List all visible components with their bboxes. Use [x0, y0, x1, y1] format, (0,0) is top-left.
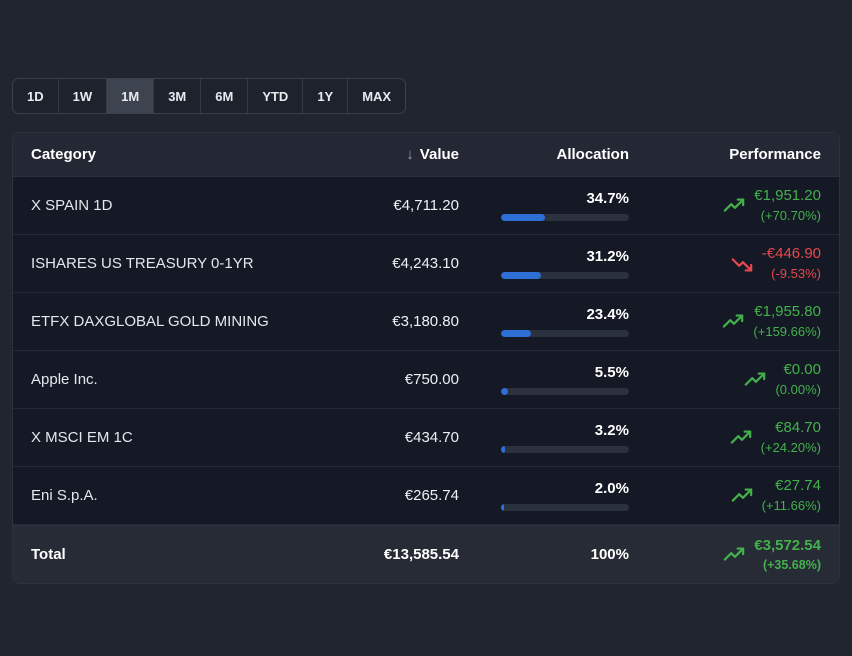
holdings-table: Category ↓ Value Allocation Performance X… [12, 132, 840, 584]
performance-amount: €84.70 [775, 419, 821, 437]
performance-cell: €27.74 (+11.66%) [629, 475, 821, 516]
allocation-cell: 34.7% [459, 190, 629, 221]
header-value[interactable]: ↓ Value [406, 146, 459, 163]
allocation-cell: 5.5% [459, 364, 629, 395]
allocation-cell: 31.2% [459, 248, 629, 279]
total-performance-amount: €3,572.54 [754, 536, 821, 554]
trending-up-icon [723, 313, 744, 328]
trending-up-icon [745, 371, 766, 386]
performance-cell: €1,955.80 (+159.66%) [629, 301, 821, 342]
table-row[interactable]: ETFX DAXGLOBAL GOLD MINING €3,180.80 23.… [13, 293, 839, 351]
tab-max[interactable]: MAX [348, 79, 405, 113]
tab-6m[interactable]: 6M [201, 79, 249, 113]
portfolio-page: 1D 1W 1M 3M 6M YTD 1Y MAX Category ↓ Valu… [12, 78, 840, 584]
total-label: Total [31, 546, 66, 563]
performance-percent: (+159.66%) [753, 323, 821, 339]
allocation-cell: 3.2% [459, 422, 629, 453]
tab-3m[interactable]: 3M [154, 79, 202, 113]
value-cell: €750.00 [404, 371, 459, 388]
performance-cell: €0.00 (0.00%) [629, 359, 821, 400]
table-row[interactable]: Apple Inc. €750.00 5.5% €0.00 (0.00%) [13, 351, 839, 409]
category-label: X MSCI EM 1C [31, 429, 133, 446]
tab-ytd[interactable]: YTD [248, 79, 304, 113]
allocation-bar-fill [501, 446, 506, 453]
category-label: ETFX DAXGLOBAL GOLD MINING [31, 313, 269, 330]
header-performance: Performance [729, 146, 821, 163]
trending-up-icon [730, 429, 751, 444]
table-row[interactable]: ISHARES US TREASURY 0-1YR €4,243.10 31.2… [13, 235, 839, 293]
table-total-row: Total €13,585.54 100% €3,572.54 (+35.68%) [13, 525, 839, 583]
tab-1d[interactable]: 1D [13, 79, 59, 113]
allocation-bar [501, 388, 629, 395]
total-performance-percent: (+35.68%) [762, 558, 821, 573]
header-category: Category [31, 146, 97, 163]
total-performance-cell: €3,572.54 (+35.68%) [629, 535, 821, 575]
table-row[interactable]: X MSCI EM 1C €434.70 3.2% €84.70 (+24.20%… [13, 409, 839, 467]
tab-1w[interactable]: 1W [59, 79, 108, 113]
performance-percent: (0.00%) [775, 381, 821, 397]
performance-amount: -€446.90 [761, 245, 821, 263]
allocation-bar [501, 446, 629, 453]
allocation-bar [501, 214, 629, 221]
performance-percent: (+70.70%) [760, 207, 821, 223]
allocation-percent: 5.5% [594, 364, 629, 381]
performance-percent: (-9.53%) [771, 265, 821, 281]
value-cell: €4,243.10 [392, 255, 459, 272]
sort-descending-icon: ↓ [406, 146, 414, 163]
allocation-cell: 2.0% [459, 480, 629, 511]
table-row[interactable]: X SPAIN 1D €4,711.20 34.7% €1,951.20 (+70… [13, 177, 839, 235]
category-label: X SPAIN 1D [31, 197, 113, 214]
allocation-bar-fill [501, 272, 541, 279]
allocation-bar [501, 272, 629, 279]
performance-percent: (+24.20%) [760, 439, 821, 455]
performance-amount: €27.74 [775, 477, 821, 495]
tab-1m[interactable]: 1M [107, 79, 155, 113]
tab-1y[interactable]: 1Y [303, 79, 349, 113]
table-header-row: Category ↓ Value Allocation Performance [13, 133, 839, 177]
total-value: €13,585.54 [383, 546, 459, 563]
category-label: Apple Inc. [31, 371, 98, 388]
category-label: ISHARES US TREASURY 0-1YR [31, 255, 254, 272]
value-cell: €4,711.20 [393, 197, 459, 214]
value-cell: €265.74 [404, 487, 459, 504]
performance-cell: €1,951.20 (+70.70%) [629, 185, 821, 226]
table-row[interactable]: Eni S.p.A. €265.74 2.0% €27.74 (+11.66%) [13, 467, 839, 525]
allocation-percent: 31.2% [586, 248, 629, 265]
performance-amount: €1,951.20 [754, 187, 821, 205]
allocation-bar-fill [501, 330, 531, 337]
trending-up-icon [723, 546, 745, 561]
header-allocation: Allocation [556, 146, 629, 163]
value-cell: €434.70 [404, 429, 459, 446]
allocation-bar-fill [501, 214, 546, 221]
allocation-percent: 3.2% [594, 422, 629, 439]
category-label: Eni S.p.A. [31, 487, 98, 504]
trending-down-icon [731, 257, 753, 272]
allocation-cell: 23.4% [459, 306, 629, 337]
allocation-bar [501, 504, 629, 511]
trending-up-icon [731, 487, 752, 502]
total-allocation-percent: 100% [590, 546, 629, 563]
performance-cell: €84.70 (+24.20%) [629, 417, 821, 458]
total-allocation-cell: 100% [459, 546, 629, 563]
performance-amount: €1,955.80 [754, 303, 821, 321]
value-cell: €3,180.80 [392, 313, 459, 330]
allocation-bar-fill [501, 388, 509, 395]
allocation-percent: 2.0% [594, 480, 629, 497]
allocation-bar-fill [501, 504, 504, 511]
performance-amount: €0.00 [783, 361, 821, 379]
time-range-tabbar: 1D 1W 1M 3M 6M YTD 1Y MAX [12, 78, 407, 114]
performance-percent: (+11.66%) [761, 497, 821, 513]
allocation-bar [501, 330, 629, 337]
allocation-percent: 23.4% [586, 306, 629, 323]
allocation-percent: 34.7% [586, 190, 629, 207]
trending-up-icon [723, 197, 745, 212]
performance-cell: -€446.90 (-9.53%) [629, 243, 821, 284]
